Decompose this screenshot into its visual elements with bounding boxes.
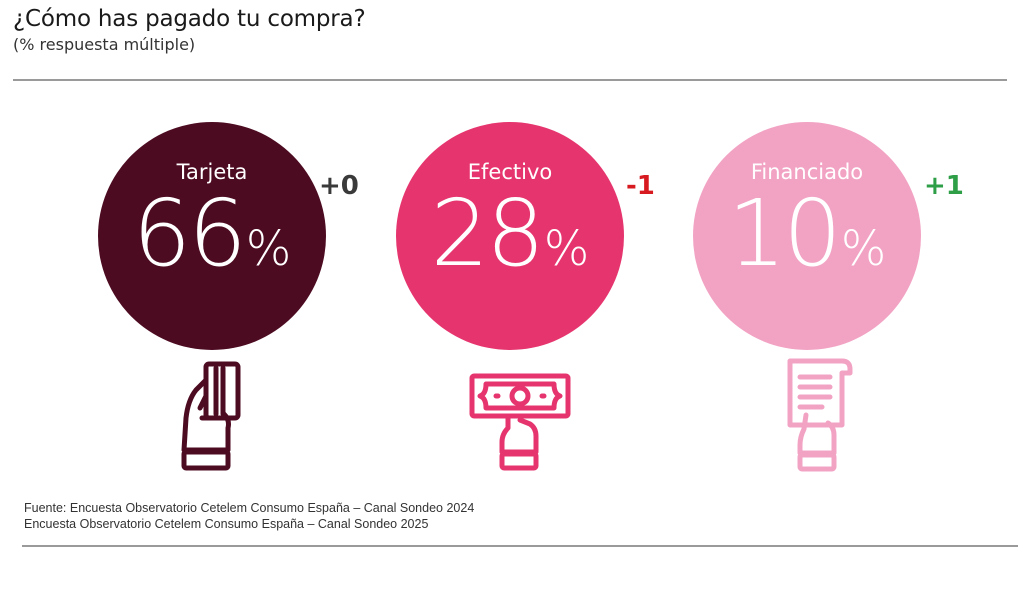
source-note: Fuente: Encuesta Observatorio Cetelem Co…: [24, 500, 474, 532]
financiado-number: 10: [727, 180, 842, 287]
financiado-label: Financiado: [750, 160, 864, 184]
top-divider: [13, 79, 1007, 81]
bottom-divider: [22, 545, 1018, 547]
financing-document-icon: [787, 358, 853, 472]
efectivo-number: 28: [430, 180, 545, 287]
efectivo-value: 28%: [396, 180, 624, 287]
chart-title: ¿Cómo has pagado tu compra?: [13, 6, 366, 32]
tarjeta-circle: Tarjeta 66%: [98, 122, 326, 350]
efectivo-circle: Efectivo 28%: [396, 122, 624, 350]
tarjeta-number: 66: [132, 180, 247, 287]
cash-payment-icon: [469, 373, 571, 471]
tarjeta-change: +0: [319, 171, 359, 201]
financiado-circle: Financiado 10%: [693, 122, 921, 350]
chart-subtitle: (% respuesta múltiple): [13, 35, 196, 54]
source-line-2: Encuesta Observatorio Cetelem Consumo Es…: [24, 517, 429, 531]
efectivo-label: Efectivo: [467, 160, 553, 184]
source-line-1: Fuente: Encuesta Observatorio Cetelem Co…: [24, 501, 475, 515]
financiado-value: 10%: [693, 180, 921, 287]
tarjeta-label: Tarjeta: [176, 160, 248, 184]
card-payment-icon: [181, 361, 241, 471]
efectivo-change: -1: [626, 171, 655, 201]
financiado-change: +1: [924, 171, 964, 201]
efectivo-unit: %: [543, 221, 590, 277]
tarjeta-value: 66%: [98, 180, 326, 287]
financiado-unit: %: [840, 221, 887, 277]
tarjeta-unit: %: [245, 221, 292, 277]
